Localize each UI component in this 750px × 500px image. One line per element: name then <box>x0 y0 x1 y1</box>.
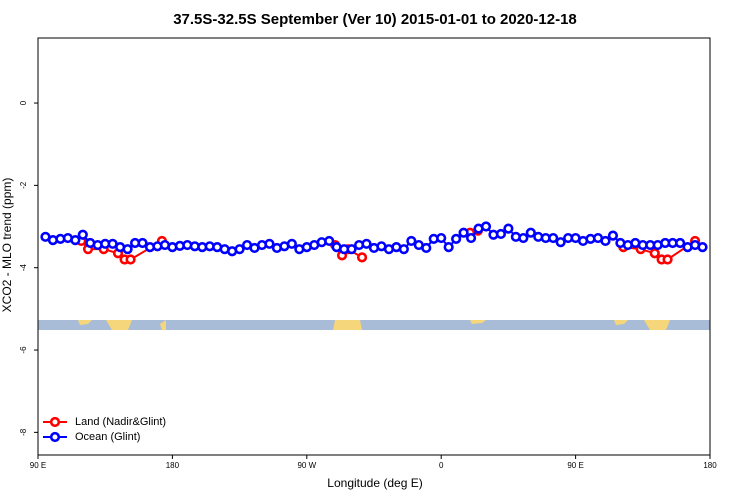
land-patch <box>470 320 486 324</box>
data-point <box>525 227 536 238</box>
land-patch <box>78 320 92 325</box>
data-point <box>495 228 507 240</box>
ocean-strip <box>38 320 710 330</box>
data-point <box>234 244 245 255</box>
data-point <box>398 244 409 255</box>
x-tick-label: 180 <box>703 461 717 470</box>
data-point <box>286 238 297 249</box>
data-point <box>77 229 88 240</box>
data-point <box>675 237 686 249</box>
data-point <box>137 237 148 249</box>
chart-title: 37.5S-32.5S September (Ver 10) 2015-01-0… <box>173 11 577 28</box>
y-axis-label: XCO2 - MLO trend (ppm) <box>0 178 14 313</box>
land-patch <box>106 320 132 330</box>
data-point <box>697 242 708 253</box>
y-tick-label: 0 <box>19 100 28 105</box>
data-point <box>465 232 477 244</box>
x-tick-label: 0 <box>439 461 444 470</box>
data-point <box>122 244 133 255</box>
y-tick-label: -4 <box>19 264 28 272</box>
legend-marker <box>49 431 61 443</box>
data-point <box>480 221 492 232</box>
data-point <box>421 242 432 254</box>
data-point <box>361 238 372 249</box>
data-point <box>346 244 357 255</box>
land-patch <box>160 320 166 330</box>
y-tick-label: -6 <box>19 346 28 354</box>
data-point <box>662 254 673 265</box>
data-point <box>324 235 335 247</box>
x-axis-label: Longitude (deg E) <box>327 476 422 490</box>
land-patch <box>333 320 362 330</box>
data-point <box>600 235 611 247</box>
data-point <box>649 248 660 259</box>
data-point <box>406 235 417 247</box>
x-tick-label: 180 <box>166 461 180 470</box>
x-tick-label: 90 W <box>297 461 316 470</box>
data-point <box>70 235 81 246</box>
data-point <box>555 237 566 248</box>
data-point <box>451 233 462 244</box>
data-point <box>356 252 368 263</box>
data-point <box>503 223 514 234</box>
legend-label: Ocean (Glint) <box>75 431 140 443</box>
y-tick-label: -2 <box>19 181 28 189</box>
land-patch <box>644 320 670 330</box>
plot-frame <box>37 37 711 456</box>
data-point <box>548 232 559 244</box>
data-point <box>436 232 447 244</box>
x-tick-label: 90 E <box>567 461 583 470</box>
land-patch <box>614 320 628 325</box>
data-point <box>458 227 469 238</box>
map-strip <box>38 320 710 330</box>
data-point <box>264 238 275 249</box>
data-point <box>125 254 136 265</box>
y-tick-label: -8 <box>19 428 28 436</box>
legend-marker <box>49 416 61 428</box>
legend-label: Land (Nadir&Glint) <box>75 416 166 428</box>
x-tick-label: 90 E <box>30 461 46 470</box>
data-point <box>607 230 619 241</box>
data-point <box>443 242 454 253</box>
data-point <box>518 232 529 244</box>
